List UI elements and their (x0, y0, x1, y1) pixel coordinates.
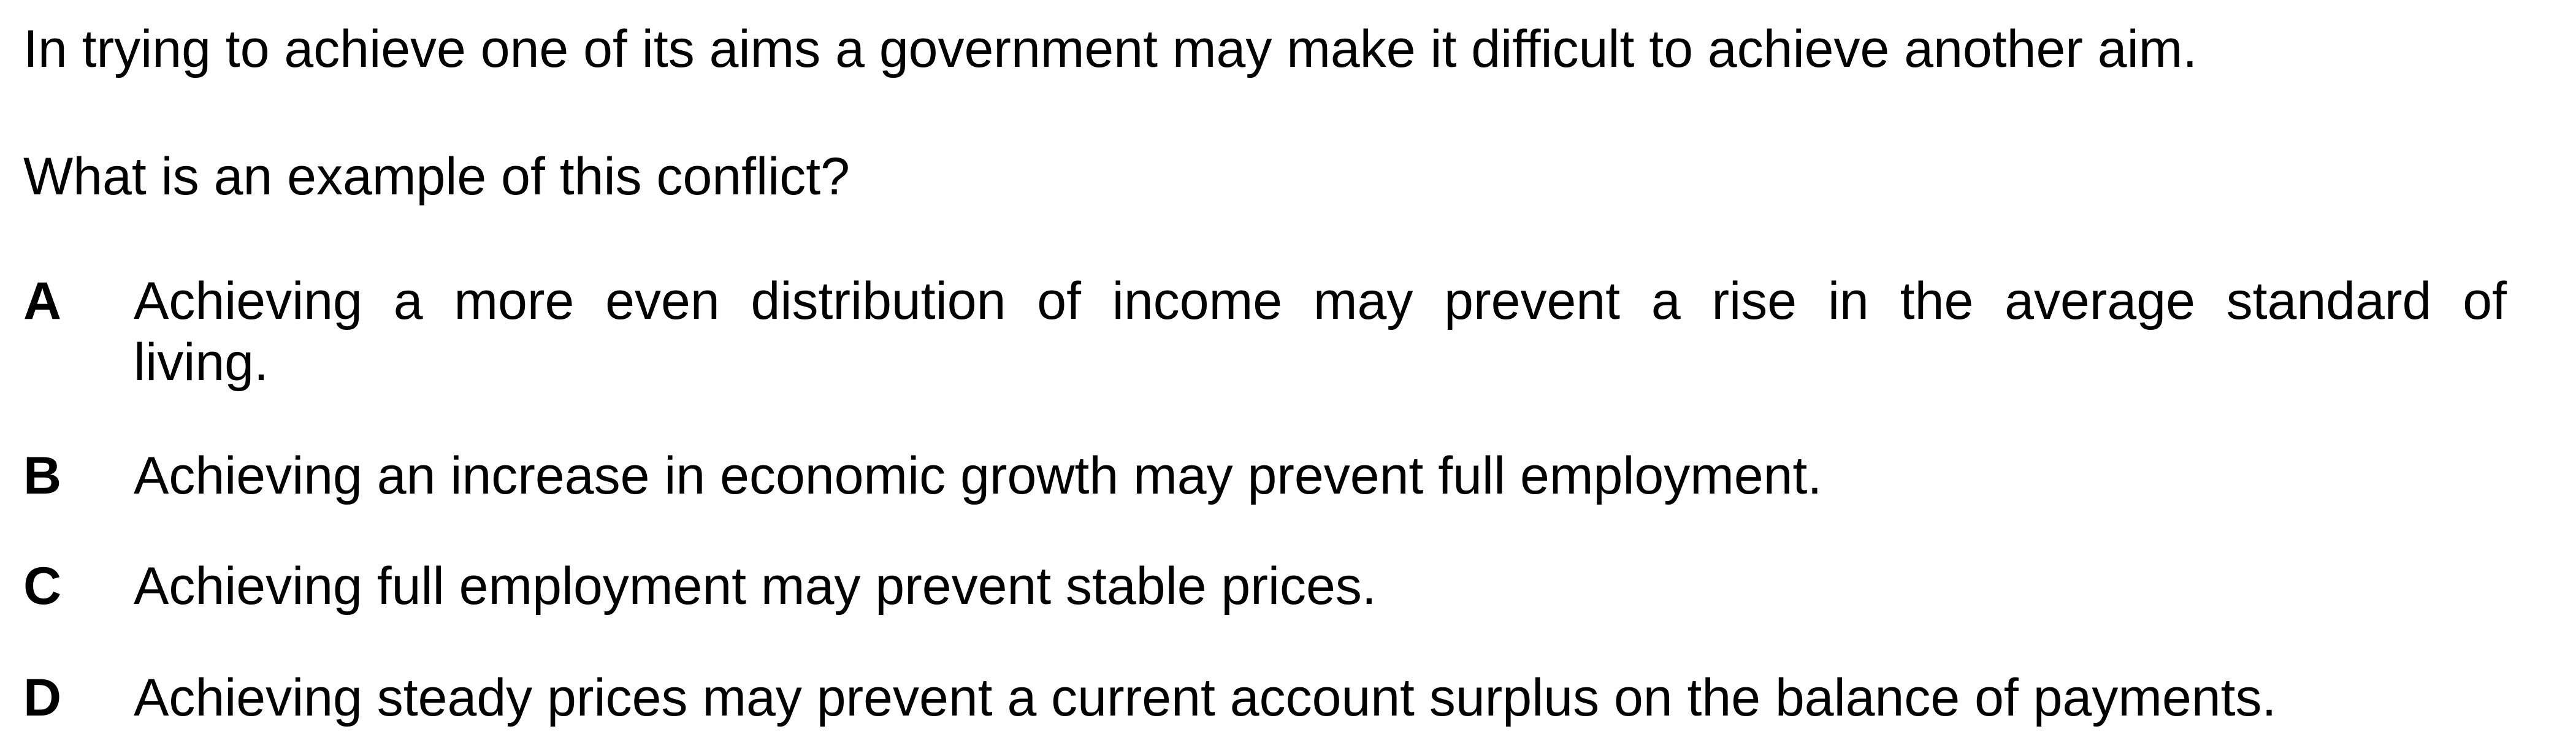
option-text-c: Achieving full employment may prevent st… (134, 557, 1377, 616)
option-letter-d: D (23, 668, 62, 727)
option-text-b: Achieving an increase in economic growth… (134, 446, 1822, 505)
option-letter-a: A (23, 272, 62, 330)
option-letter-b: B (23, 446, 62, 505)
question-statement: In trying to achieve one of its aims a g… (23, 20, 2198, 78)
option-text-d: Achieving steady prices may prevent a cu… (134, 668, 2277, 727)
option-text-a: Achieving a more even distribution of in… (134, 270, 2507, 393)
option-text-a-line-2: living. (134, 333, 269, 392)
option-letter-c: C (23, 557, 62, 616)
question-prompt: What is an example of this conflict? (23, 147, 850, 206)
option-text-a-line-1: Achieving a more even distribution of in… (134, 272, 2507, 330)
